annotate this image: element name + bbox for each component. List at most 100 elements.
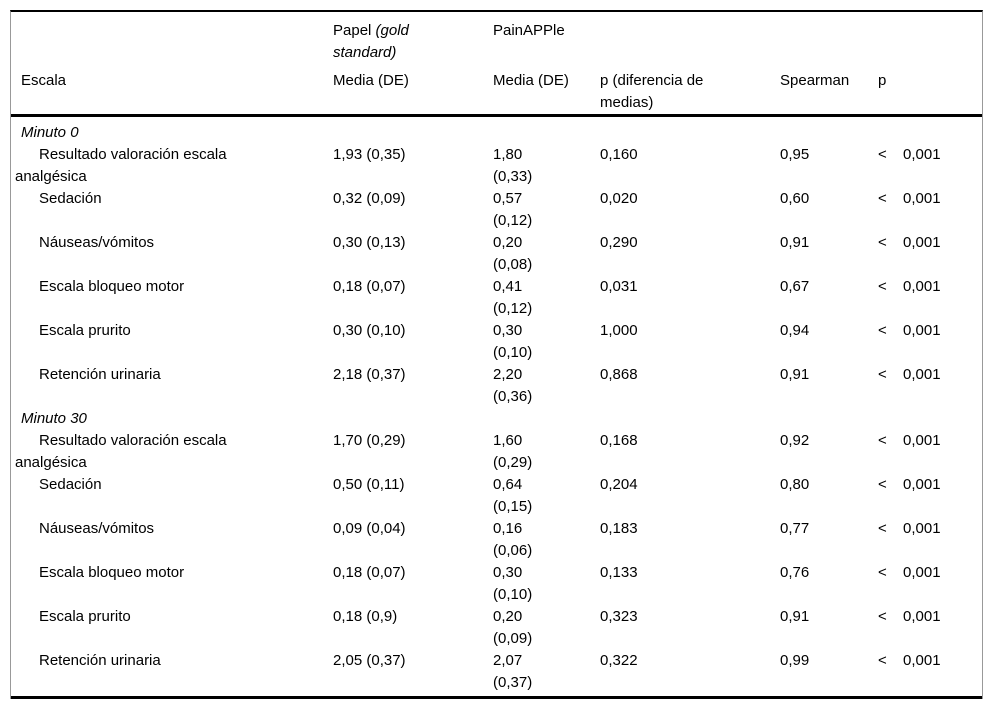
- painapple-media-line: 1,60: [493, 432, 523, 449]
- spearman-value: 0,67: [780, 278, 810, 295]
- row-label: Náuseas/vómitos: [39, 234, 155, 251]
- papel-media-column-header: Media (DE): [333, 72, 409, 89]
- less-than-sign: <: [878, 322, 887, 339]
- painapple-value: 2,20 (0,36): [493, 364, 600, 408]
- row-label: Retención urinaria: [39, 366, 161, 383]
- papel-value: 2,18 (0,37): [333, 366, 406, 383]
- table-body: Minuto 0 Resultado valoración escala anal…: [11, 117, 982, 699]
- p-diff-value: 0,160: [600, 146, 638, 163]
- painapple-value: 0,16 (0,06): [493, 518, 600, 562]
- painapple-value: 1,80 (0,33): [493, 144, 600, 188]
- painapple-de-line: (0,29): [493, 454, 533, 471]
- less-than-sign: <: [878, 476, 887, 493]
- painapple-de-line: (0,10): [493, 586, 533, 603]
- papel-value: 0,30 (0,13): [333, 234, 406, 251]
- papel-group-label: Papel: [333, 22, 372, 39]
- p-value: 0,001: [903, 652, 941, 669]
- papel-value: 0,18 (0,07): [333, 564, 406, 581]
- table-row: Escala bloqueo motor 0,18 (0,07) 0,41 (0,12…: [11, 276, 982, 320]
- row-label: Náuseas/vómitos: [39, 520, 155, 537]
- painapple-de-line: (0,12): [493, 300, 533, 317]
- painapple-media-line: 0,20: [493, 608, 523, 625]
- p-value: 0,001: [903, 564, 941, 581]
- spearman-value: 0,95: [780, 146, 810, 163]
- less-than-sign: <: [878, 190, 887, 207]
- escala-column-header: Escala: [21, 72, 67, 89]
- p-diff-value: 0,290: [600, 234, 638, 251]
- spearman-value: 0,76: [780, 564, 810, 581]
- p-diff-value: 0,168: [600, 432, 638, 449]
- p-column-header: p: [878, 72, 887, 89]
- p-value: 0,001: [903, 432, 941, 449]
- painapple-de-line: (0,37): [493, 674, 533, 691]
- table-row: Náuseas/vómitos 0,30 (0,13) 0,20 (0,08) 0,29…: [11, 232, 982, 276]
- p-diff-value: 1,000: [600, 322, 638, 339]
- p-diff-value: 0,204: [600, 476, 638, 493]
- table-row: Sedación 0,50 (0,11) 0,64 (0,15) 0,204 0,80 <0…: [11, 474, 982, 518]
- spearman-value: 0,77: [780, 520, 810, 537]
- row-label: Resultado valoración escala analgésica: [15, 146, 227, 185]
- painapple-media-line: 2,20: [493, 366, 523, 383]
- spearman-value: 0,99: [780, 652, 810, 669]
- papel-value: 0,18 (0,07): [333, 278, 406, 295]
- less-than-sign: <: [878, 608, 887, 625]
- table-header: Papel (gold standard) PainAPPle Escala M…: [11, 12, 982, 117]
- p-value: 0,001: [903, 190, 941, 207]
- painapple-media-column-header: Media (DE): [493, 72, 569, 89]
- p-diff-value: 0,020: [600, 190, 638, 207]
- p-diff-value: 0,031: [600, 278, 638, 295]
- p-value: 0,001: [903, 322, 941, 339]
- p-value: 0,001: [903, 608, 941, 625]
- results-table: Papel (gold standard) PainAPPle Escala M…: [10, 10, 983, 699]
- papel-value: 1,70 (0,29): [333, 432, 406, 449]
- p-value: 0,001: [903, 234, 941, 251]
- row-label: Sedación: [39, 476, 102, 493]
- painapple-value: 0,41 (0,12): [493, 276, 600, 320]
- p-diff-value: 0,133: [600, 564, 638, 581]
- painapple-media-line: 2,07: [493, 652, 523, 669]
- p-value: 0,001: [903, 476, 941, 493]
- p-value: 0,001: [903, 366, 941, 383]
- less-than-sign: <: [878, 652, 887, 669]
- p-diff-value: 0,183: [600, 520, 638, 537]
- p-diff-value: 0,323: [600, 608, 638, 625]
- painapple-value: 0,20 (0,09): [493, 606, 600, 650]
- painapple-group-header: PainAPPle: [493, 22, 565, 39]
- less-than-sign: <: [878, 234, 887, 251]
- table-row: Sedación 0,32 (0,09) 0,57 (0,12) 0,020 0,60 <0…: [11, 188, 982, 232]
- painapple-de-line: (0,06): [493, 542, 533, 559]
- column-header-row: Escala Media (DE) Media (DE) p (diferenc…: [11, 70, 982, 114]
- section-title: Minuto 0: [21, 124, 79, 141]
- painapple-de-line: (0,33): [493, 168, 533, 185]
- painapple-value: 0,30 (0,10): [493, 562, 600, 606]
- row-label: Sedación: [39, 190, 102, 207]
- table-row: Retención urinaria 2,05 (0,37) 2,07 (0,37) 0…: [11, 650, 982, 694]
- papel-group-header: Papel (gold standard): [333, 20, 425, 64]
- painapple-value: 0,64 (0,15): [493, 474, 600, 518]
- painapple-media-line: 1,80: [493, 146, 523, 163]
- less-than-sign: <: [878, 146, 887, 163]
- painapple-media-line: 0,20: [493, 234, 523, 251]
- p-value: 0,001: [903, 278, 941, 295]
- table-row: Resultado valoración escala analgésica 1,…: [11, 144, 982, 188]
- table-row: Resultado valoración escala analgésica 1,…: [11, 430, 982, 474]
- painapple-value: 0,30 (0,10): [493, 320, 600, 364]
- painapple-de-line: (0,12): [493, 212, 533, 229]
- spearman-value: 0,91: [780, 234, 810, 251]
- papel-value: 0,18 (0,9): [333, 608, 398, 625]
- p-diff-value: 0,868: [600, 366, 638, 383]
- spearman-value: 0,91: [780, 366, 810, 383]
- less-than-sign: <: [878, 366, 887, 383]
- group-header-row: Papel (gold standard) PainAPPle: [11, 20, 982, 70]
- painapple-de-line: (0,10): [493, 344, 533, 361]
- painapple-media-line: 0,30: [493, 564, 523, 581]
- painapple-media-line: 0,57: [493, 190, 523, 207]
- spearman-value: 0,91: [780, 608, 810, 625]
- painapple-value: 0,20 (0,08): [493, 232, 600, 276]
- papel-group-qualifier: (gold standard): [333, 22, 409, 61]
- p-diff-column-header: p (diferencia de medias): [600, 72, 704, 111]
- spearman-value: 0,92: [780, 432, 810, 449]
- spearman-column-header: Spearman: [780, 72, 850, 89]
- painapple-media-line: 0,30: [493, 322, 523, 339]
